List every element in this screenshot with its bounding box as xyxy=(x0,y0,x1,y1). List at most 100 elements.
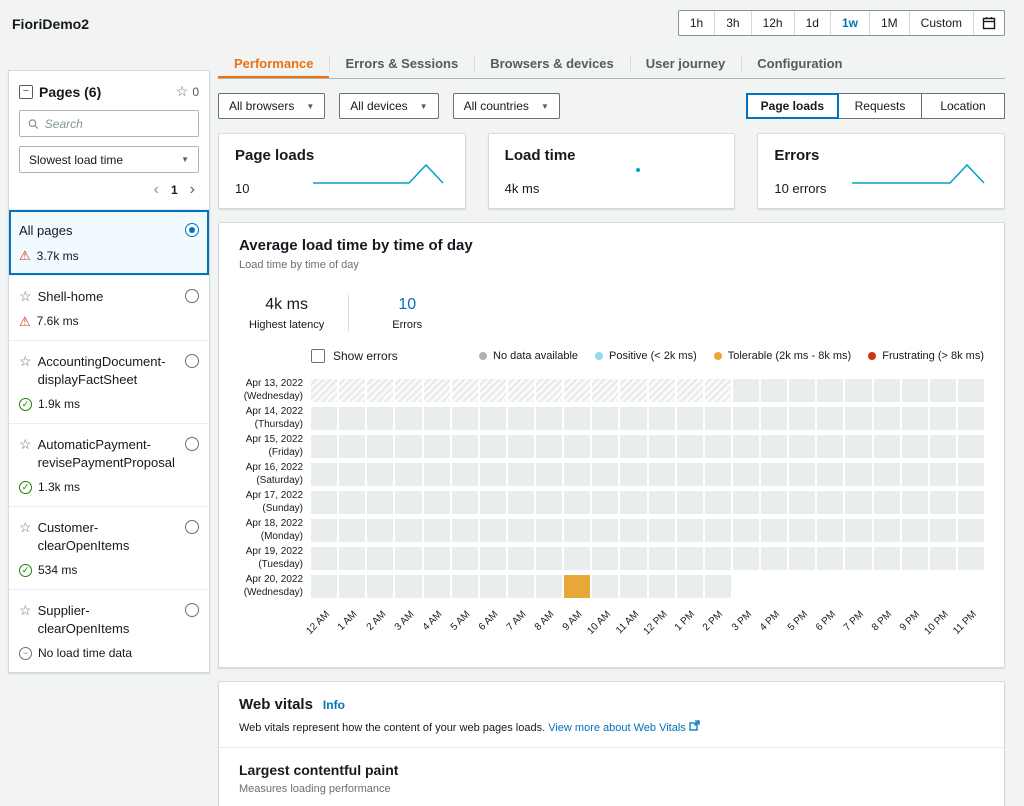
calendar-icon[interactable] xyxy=(974,11,1004,35)
heatmap-cell xyxy=(592,575,618,598)
time-range-1d[interactable]: 1d xyxy=(795,11,831,35)
heatmap-cell xyxy=(452,379,478,402)
heatmap-cell xyxy=(930,547,956,570)
heatmap-cell xyxy=(902,491,928,514)
page-item-customer-clearopenitems[interactable]: ☆ Customer-clearOpenItems ✓ 534 ms xyxy=(9,506,209,589)
heatmap-cell xyxy=(705,407,731,430)
heatmap-cell xyxy=(339,547,365,570)
tab-errors-sessions[interactable]: Errors & Sessions xyxy=(329,48,474,78)
heatmap-cell xyxy=(480,575,506,598)
heatmap-cell xyxy=(649,435,675,458)
heatmap-cell xyxy=(677,407,703,430)
legend-tolerable: Tolerable (2k ms - 8k ms) xyxy=(714,350,851,362)
page-item-accountingdocument[interactable]: ☆ AccountingDocument-displayFactSheet ✓ … xyxy=(9,340,209,423)
heatmap-cell xyxy=(789,379,815,402)
show-errors-checkbox[interactable] xyxy=(311,349,325,363)
heatmap-cell xyxy=(677,379,703,402)
web-vitals-title: Web vitals xyxy=(239,696,313,713)
heatmap-cell xyxy=(311,407,337,430)
legend-dot xyxy=(595,352,603,360)
web-vitals-more-link[interactable]: View more about Web Vitals xyxy=(548,722,686,734)
time-range-1w[interactable]: 1w xyxy=(831,11,870,35)
errors-sparkline xyxy=(850,160,988,192)
heatmap-cell xyxy=(930,575,956,598)
heatmap-cell xyxy=(761,519,787,542)
search-input[interactable] xyxy=(45,117,190,131)
heatmap-cell xyxy=(649,463,675,486)
time-range-3h[interactable]: 3h xyxy=(715,11,751,35)
tab-performance[interactable]: Performance xyxy=(218,48,329,78)
heatmap-cell xyxy=(620,407,646,430)
next-page-icon[interactable]: › xyxy=(190,181,195,199)
heatmap-cell xyxy=(761,379,787,402)
heatmap-cell xyxy=(367,547,393,570)
star-icon[interactable]: ☆ xyxy=(19,519,32,536)
heatmap-cell xyxy=(789,407,815,430)
tab-user-journey[interactable]: User journey xyxy=(630,48,741,78)
radio-icon[interactable] xyxy=(185,603,199,617)
radio-icon[interactable] xyxy=(185,520,199,534)
page-item-label: All pages xyxy=(19,222,179,240)
heatmap-x-label: 9 AM xyxy=(561,609,585,633)
sort-dropdown[interactable]: Slowest load time ▼ xyxy=(19,146,199,173)
heatmap-cell xyxy=(452,547,478,570)
heatmap-cell xyxy=(395,379,421,402)
legend-dot xyxy=(714,352,722,360)
page-item-all-pages[interactable]: All pages ⚠ 3.7k ms xyxy=(9,209,209,275)
heatmap-cell xyxy=(930,435,956,458)
web-vitals-description-text: Web vitals represent how the content of … xyxy=(239,722,545,734)
tab-configuration[interactable]: Configuration xyxy=(741,48,858,78)
radio-icon[interactable] xyxy=(185,289,199,303)
time-range-1M[interactable]: 1M xyxy=(870,11,910,35)
previous-page-icon[interactable]: ‹ xyxy=(154,181,159,199)
heatmap-x-label: 5 PM xyxy=(786,609,810,633)
heatmap-cell xyxy=(311,547,337,570)
favorites-filter[interactable]: ☆ 0 xyxy=(176,83,199,100)
info-link[interactable]: Info xyxy=(323,698,345,712)
star-icon[interactable]: ☆ xyxy=(19,436,32,453)
heatmap-cell xyxy=(424,575,450,598)
radio-selected-icon[interactable] xyxy=(185,223,199,237)
segment-location[interactable]: Location xyxy=(921,93,1005,119)
heatmap-row-label: Apr 15, 2022(Friday) xyxy=(239,433,311,459)
collapse-panel-icon[interactable]: − xyxy=(19,85,33,99)
radio-icon[interactable] xyxy=(185,354,199,368)
heatmap-cell xyxy=(845,435,871,458)
countries-filter-dropdown[interactable]: All countries ▼ xyxy=(453,93,560,119)
heatmap-x-label: 8 PM xyxy=(870,609,894,633)
time-range-custom[interactable]: Custom xyxy=(910,11,974,35)
star-icon[interactable]: ☆ xyxy=(19,288,32,305)
caret-down-icon: ▼ xyxy=(541,102,549,111)
page-item-shell-home[interactable]: ☆ Shell-home ⚠ 7.6k ms xyxy=(9,275,209,341)
tab-browsers-devices[interactable]: Browsers & devices xyxy=(474,48,630,78)
star-icon[interactable]: ☆ xyxy=(19,602,32,619)
segment-requests[interactable]: Requests xyxy=(838,93,922,119)
page-item-automaticpayment[interactable]: ☆ AutomaticPayment-revisePaymentProposal… xyxy=(9,423,209,506)
segment-page-loads[interactable]: Page loads xyxy=(746,93,839,119)
legend-label: Tolerable (2k ms - 8k ms) xyxy=(728,350,851,362)
page-item-supplier-clearopenitems[interactable]: ☆ Supplier-clearOpenItems − No load time… xyxy=(9,589,209,672)
heatmap-cell xyxy=(564,435,590,458)
heatmap-cell xyxy=(930,519,956,542)
heatmap-cell xyxy=(845,463,871,486)
search-box xyxy=(19,110,199,137)
load-time-value: 7.6k ms xyxy=(37,314,79,328)
heatmap-cell xyxy=(620,547,646,570)
time-range-1h[interactable]: 1h xyxy=(679,11,715,35)
devices-filter-dropdown[interactable]: All devices ▼ xyxy=(339,93,438,119)
star-icon[interactable]: ☆ xyxy=(19,353,32,370)
heatmap-cell xyxy=(311,435,337,458)
radio-icon[interactable] xyxy=(185,437,199,451)
heatmap-cell xyxy=(620,491,646,514)
heatmap-cell xyxy=(367,379,393,402)
heatmap-cell xyxy=(620,463,646,486)
browsers-filter-dropdown[interactable]: All browsers ▼ xyxy=(218,93,325,119)
current-page[interactable]: 1 xyxy=(171,183,178,197)
heatmap-cell xyxy=(536,379,562,402)
heatmap-cell xyxy=(958,379,984,402)
time-range-12h[interactable]: 12h xyxy=(752,11,795,35)
view-segmented-control: Page loads Requests Location xyxy=(747,93,1005,119)
heatmap-cell xyxy=(733,519,759,542)
errors-count-link[interactable]: 10 xyxy=(373,296,441,314)
warning-icon: ⚠ xyxy=(19,315,31,328)
